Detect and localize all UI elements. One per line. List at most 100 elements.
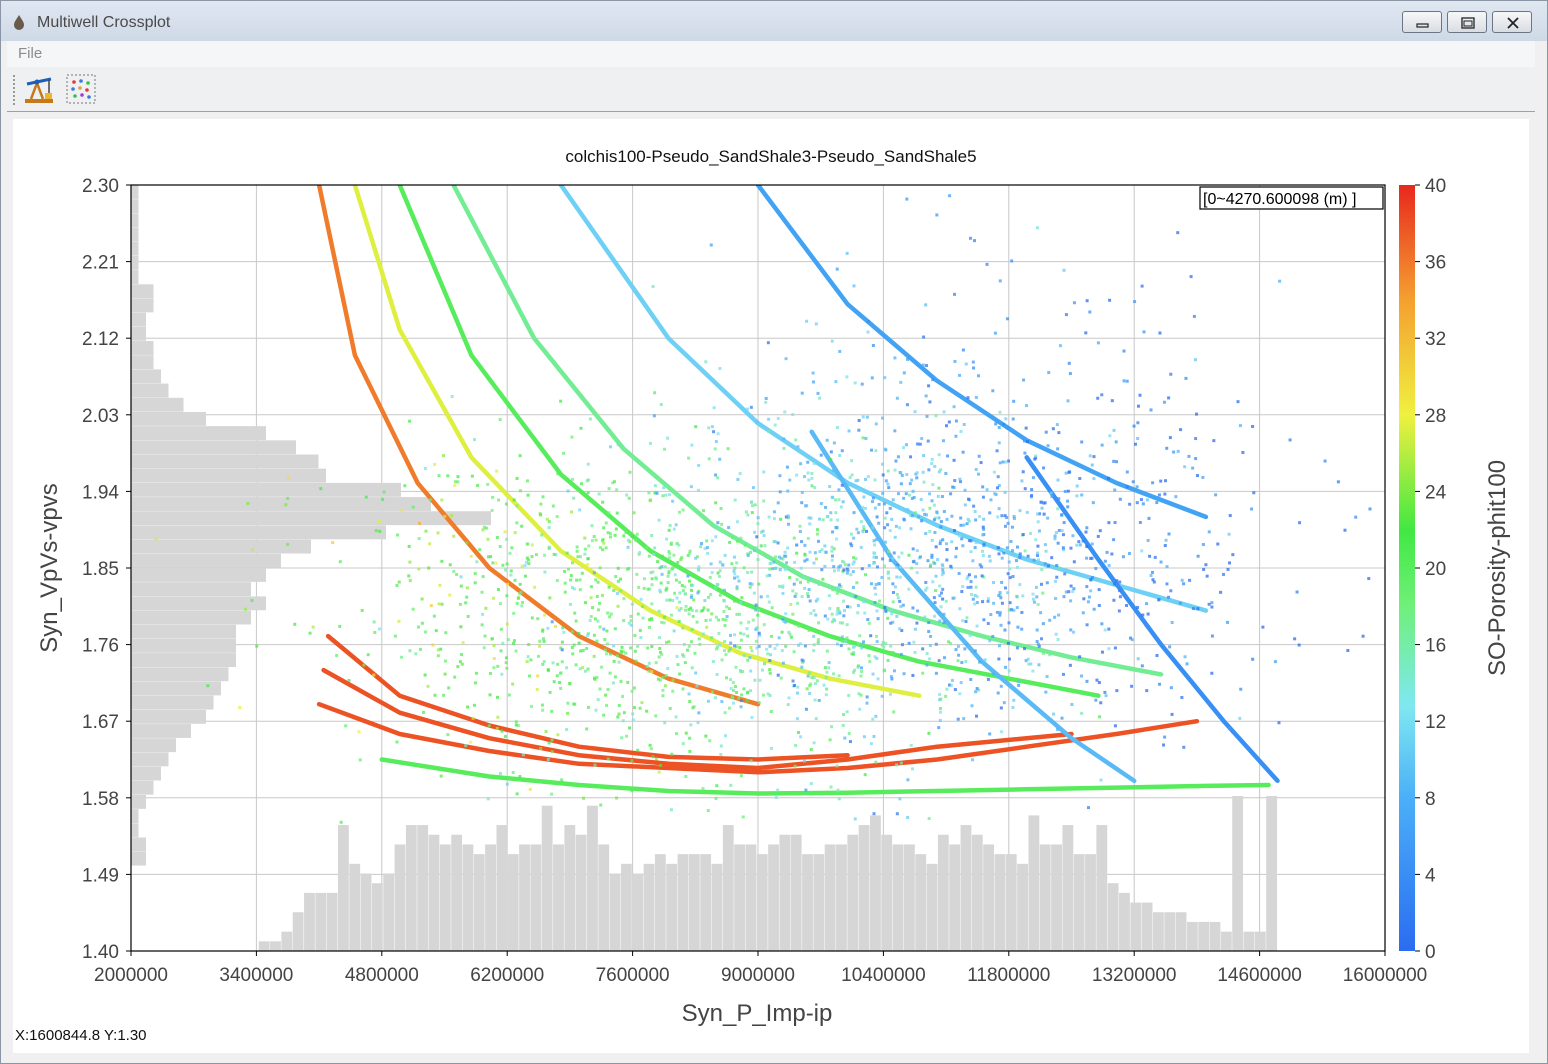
scatter-point [1103,559,1107,563]
scatter-point [812,634,816,638]
scatter-point [612,644,616,648]
y-histogram-bar [131,695,214,710]
scatter-point [620,736,624,740]
scatter-point [1097,588,1101,592]
scatter-point [784,515,788,519]
scatter-point [814,613,818,617]
scatter-point [756,558,760,562]
scatter-point [786,489,790,493]
scatter-point [360,608,364,612]
scatter-point [753,530,757,534]
scatter-point [857,692,861,696]
scatter-point [749,759,753,763]
toolbar-grip[interactable] [13,75,18,105]
scatter-point [807,628,811,632]
scatter-point [1022,439,1026,443]
scatter-point [811,380,815,384]
scatter-point [684,604,688,608]
scatter-point [495,695,499,699]
scatter-point [1007,459,1011,463]
scatter-point [752,547,756,551]
scatter-point [944,599,948,603]
scatter-point [793,764,797,768]
scatter-point [1112,428,1116,432]
x-histogram-bar [666,863,678,951]
scatter-point [734,665,738,669]
scatter-point [559,671,563,675]
scatter-point [829,450,833,454]
scatter-point [796,601,800,605]
scatter-point [937,726,941,730]
scatter-point [733,572,737,576]
scatter-point [742,632,746,636]
scatter-point [555,515,559,519]
scatter-point [935,511,939,515]
scatter-point [1127,552,1131,556]
scatter-point [407,544,411,548]
scatter-point [605,642,609,646]
scatter-point [1095,678,1099,682]
x-histogram-bar [349,863,361,951]
scatter-point [693,651,697,655]
scatter-point [1159,560,1163,564]
scatter-settings-tool-button[interactable] [65,73,97,105]
scatter-point [896,563,900,567]
scatter-point [847,647,851,651]
title-bar[interactable]: Multiwell Crossplot [1,1,1547,41]
scatter-point [800,540,804,544]
scatter-point [975,601,979,605]
scatter-point [711,690,715,694]
minimize-button[interactable] [1402,11,1442,33]
scatter-point [639,597,643,601]
scatter-point [827,661,831,665]
scatter-point [714,535,718,539]
scatter-point [933,516,937,520]
scatter-point [696,591,700,595]
scatter-point [961,450,965,454]
scatter-point [563,590,567,594]
scatter-point [960,590,964,594]
scatter-point [439,774,443,778]
well-pumpjack-tool-button[interactable] [23,73,55,105]
scatter-point [927,731,931,735]
scatter-point [786,546,790,550]
scatter-point [774,795,778,799]
scatter-point [1151,578,1155,582]
scatter-point [697,637,701,641]
scatter-point [908,482,912,486]
scatter-point [813,682,817,686]
close-button[interactable] [1492,11,1532,33]
scatter-point [753,678,757,682]
scatter-point [1054,596,1058,600]
scatter-point [645,709,649,713]
x-histogram-bar [643,863,655,951]
scatter-point [782,620,786,624]
colorbar-tick-label: 40 [1425,176,1446,197]
scatter-point [881,416,885,420]
restore-button[interactable] [1447,11,1487,33]
depth-range-box: [0~4270.600098 (m) ] [1199,186,1384,210]
scatter-point [881,640,885,644]
scatter-point [1130,684,1134,688]
scatter-point [491,561,495,565]
scatter-point [901,603,905,607]
scatter-point [608,652,612,656]
scatter-point [701,608,705,612]
scatter-point [1084,530,1088,534]
scatter-point [738,645,742,649]
scatter-point [781,661,785,665]
scatter-point [492,666,496,670]
scatter-point [667,556,671,560]
scatter-point [939,525,943,529]
scatter-point [1052,712,1056,716]
scatter-point [648,743,652,747]
x-histogram-bar [394,844,406,951]
menu-file[interactable]: File [18,45,43,62]
scatter-point [969,539,973,543]
scatter-point [560,648,564,652]
scatter-point [792,650,796,654]
scatter-point [585,647,589,651]
scatter-point [848,605,852,609]
y-histogram-bar [131,823,139,838]
